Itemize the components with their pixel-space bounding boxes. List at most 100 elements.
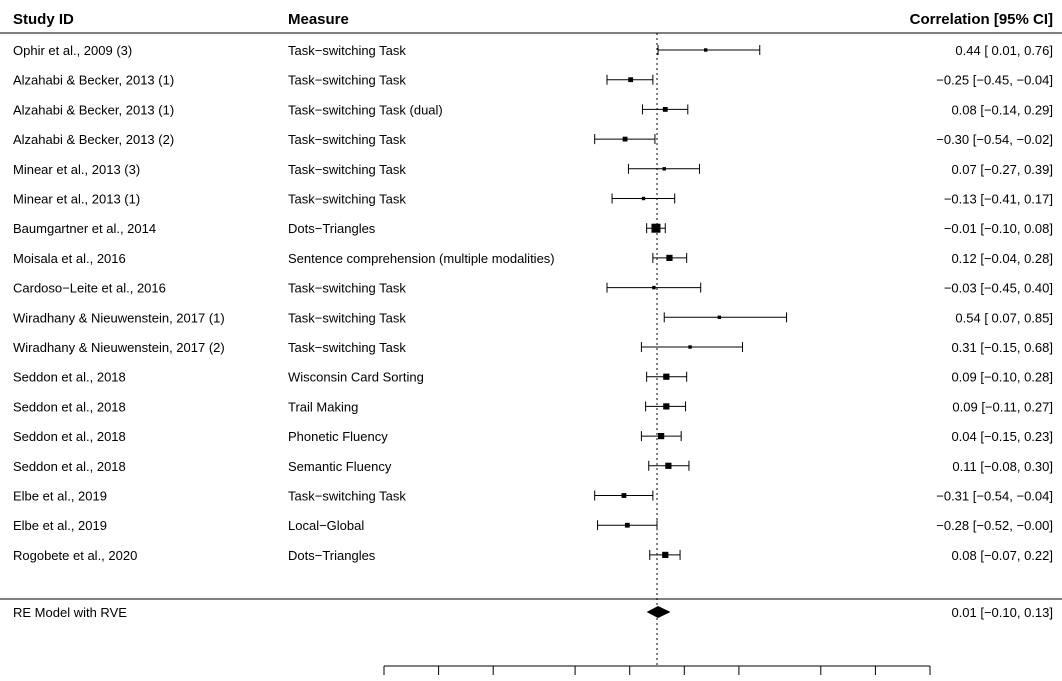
effect-label: −0.13 [−0.41, 0.17] [944, 192, 1053, 207]
effect-label: 0.04 [−0.15, 0.23] [951, 429, 1053, 444]
measure: Task−switching Task [288, 281, 406, 296]
study-id: Rogobete et al., 2020 [13, 548, 137, 563]
measure: Dots−Triangles [288, 548, 376, 563]
study-row: Elbe et al., 2019 Task−switching Task −0.3… [13, 489, 1053, 504]
effect-label: 0.44 [ 0.01, 0.76] [955, 43, 1053, 58]
measure: Wisconsin Card Sorting [288, 370, 424, 385]
point-estimate [665, 462, 672, 469]
point-estimate [662, 551, 669, 558]
effect-label: 0.08 [−0.14, 0.29] [951, 102, 1053, 117]
summary-diamond [646, 606, 671, 618]
study-row: Ophir et al., 2009 (3) Task−switching Tas… [13, 43, 1053, 58]
point-estimate [622, 136, 628, 142]
study-row: Baumgartner et al., 2014 Dots−Triangles −0… [13, 221, 1053, 236]
measure: Task−switching Task [288, 489, 406, 504]
study-id: Alzahabi & Becker, 2013 (1) [13, 73, 174, 88]
study-row: Minear et al., 2013 (3) Task−switching Ta… [13, 162, 1053, 177]
study-row: Seddon et al., 2018 Trail Making 0.09 [−0.… [13, 399, 1053, 414]
measure: Task−switching Task [288, 162, 406, 177]
measure: Task−switching Task [288, 310, 406, 325]
study-id: Wiradhany & Nieuwenstein, 2017 (1) [13, 310, 225, 325]
study-row: Elbe et al., 2019 Local−Global −0.28 [−0.5… [13, 518, 1053, 533]
effect-label: 0.31 [−0.15, 0.68] [951, 340, 1053, 355]
study-row: Alzahabi & Becker, 2013 (1) Task−switchin… [13, 73, 1053, 88]
effect-label: 0.09 [−0.11, 0.27] [952, 399, 1053, 414]
measure: Task−switching Task [288, 73, 406, 88]
study-row: Seddon et al., 2018 Wisconsin Card Sortin… [13, 370, 1053, 385]
header-correlation: Correlation [95% CI] [910, 11, 1053, 28]
effect-label: 0.07 [−0.27, 0.39] [951, 162, 1053, 177]
point-estimate [624, 522, 630, 528]
effect-label: −0.01 [−0.10, 0.08] [944, 221, 1053, 236]
study-row: Seddon et al., 2018 Phonetic Fluency 0.04 … [13, 429, 1053, 444]
study-row: Minear et al., 2013 (1) Task−switching Ta… [13, 192, 1053, 207]
measure: Semantic Fluency [288, 459, 392, 474]
header-measure: Measure [288, 11, 349, 28]
study-row: Alzahabi & Becker, 2013 (2) Task−switchin… [13, 132, 1053, 147]
measure: Dots−Triangles [288, 221, 376, 236]
study-row: Moisala et al., 2016 Sentence comprehensi… [13, 251, 1053, 266]
measure: Sentence comprehension (multiple modalit… [288, 251, 555, 266]
study-row: Wiradhany & Nieuwenstein, 2017 (1) Task−s… [13, 310, 1053, 325]
measure: Task−switching Task [288, 340, 406, 355]
study-id: Seddon et al., 2018 [13, 429, 126, 444]
point-estimate [717, 315, 722, 319]
study-id: Elbe et al., 2019 [13, 518, 107, 533]
measure: Phonetic Fluency [288, 429, 388, 444]
study-id: Cardoso−Leite et al., 2016 [13, 281, 166, 296]
study-id: Moisala et al., 2016 [13, 251, 126, 266]
header-study-id: Study ID [13, 11, 74, 28]
measure: Local−Global [288, 518, 364, 533]
effect-label: 0.12 [−0.04, 0.28] [951, 251, 1053, 266]
study-id: Alzahabi & Becker, 2013 (1) [13, 102, 174, 117]
study-rows: Ophir et al., 2009 (3) Task−switching Tas… [13, 43, 1053, 563]
summary-label: RE Model with RVE [13, 605, 127, 620]
point-estimate [651, 223, 661, 233]
effect-label: −0.25 [−0.45, −0.04] [936, 73, 1053, 88]
point-estimate [666, 254, 673, 261]
effect-label: −0.31 [−0.54, −0.04] [936, 489, 1053, 504]
x-axis [383, 665, 931, 675]
study-id: Seddon et al., 2018 [13, 399, 126, 414]
study-id: Seddon et al., 2018 [13, 370, 126, 385]
point-estimate [663, 373, 670, 380]
effect-label: −0.28 [−0.52, −0.00] [936, 518, 1053, 533]
measure: Trail Making [288, 399, 358, 414]
measure: Task−switching Task [288, 132, 406, 147]
point-estimate [628, 77, 634, 83]
summary-effect-label: 0.01 [−0.10, 0.13] [951, 605, 1053, 620]
effect-label: 0.09 [−0.10, 0.28] [951, 370, 1053, 385]
measure: Task−switching Task [288, 192, 406, 207]
study-id: Wiradhany & Nieuwenstein, 2017 (2) [13, 340, 225, 355]
point-estimate [621, 493, 627, 498]
point-estimate [704, 48, 708, 52]
study-id: Baumgartner et al., 2014 [13, 221, 156, 236]
point-estimate [652, 285, 656, 290]
study-id: Seddon et al., 2018 [13, 459, 126, 474]
summary-row: RE Model with RVE 0.01 [−0.10, 0.13] [13, 605, 1053, 620]
study-id: Alzahabi & Becker, 2013 (2) [13, 132, 174, 147]
effect-label: 0.11 [−0.08, 0.30] [952, 459, 1053, 474]
effect-label: 0.54 [ 0.07, 0.85] [955, 310, 1053, 325]
point-estimate [658, 433, 665, 440]
study-row: Wiradhany & Nieuwenstein, 2017 (2) Task−s… [13, 340, 1053, 355]
study-id: Ophir et al., 2009 (3) [13, 43, 132, 58]
effect-label: −0.03 [−0.45, 0.40] [944, 281, 1053, 296]
study-id: Minear et al., 2013 (1) [13, 192, 140, 207]
measure: Task−switching Task [288, 43, 406, 58]
point-estimate [641, 196, 646, 201]
study-id: Minear et al., 2013 (3) [13, 162, 140, 177]
study-row: Cardoso−Leite et al., 2016 Task−switching… [13, 281, 1053, 296]
study-row: Rogobete et al., 2020 Dots−Triangles 0.08 … [13, 548, 1053, 563]
point-estimate [663, 403, 670, 410]
point-estimate [662, 107, 668, 112]
study-id: Elbe et al., 2019 [13, 489, 107, 504]
effect-label: 0.08 [−0.07, 0.22] [951, 548, 1053, 563]
study-row: Alzahabi & Becker, 2013 (1) Task−switchin… [13, 102, 1053, 117]
measure: Task−switching Task (dual) [288, 102, 443, 117]
point-estimate [662, 167, 666, 171]
study-row: Seddon et al., 2018 Semantic Fluency 0.11 … [13, 459, 1053, 474]
point-estimate [688, 345, 692, 349]
effect-label: −0.30 [−0.54, −0.02] [936, 132, 1053, 147]
